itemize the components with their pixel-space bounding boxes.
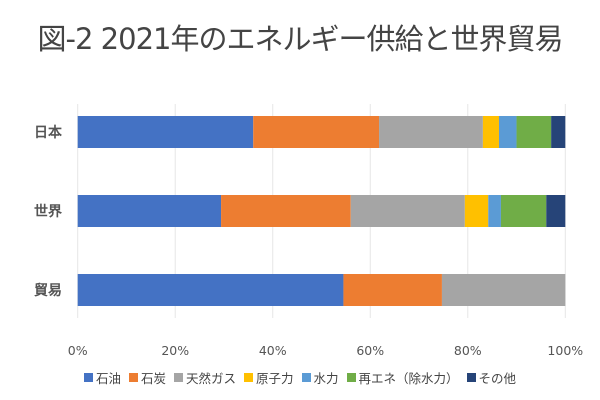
bar-segment <box>488 195 501 227</box>
legend-swatch <box>301 373 311 382</box>
legend-label: 石油 <box>95 371 121 386</box>
bar-segment <box>464 195 489 227</box>
category-label: 貿易 <box>34 282 62 299</box>
legend-item: 石炭 <box>128 368 166 387</box>
legend-item: 石油 <box>83 368 121 387</box>
legend-swatch <box>83 373 93 382</box>
chart-title: 図-2 2021年のエネルギー供給と世界貿易 <box>37 22 564 56</box>
bar-segment <box>77 274 344 306</box>
bar-segment <box>350 195 465 227</box>
legend: 石油 石炭 天然ガス 原子力 水力 再エネ（除水力） その他 <box>0 368 600 387</box>
bar-segment <box>498 116 517 148</box>
legend-label: 石炭 <box>140 371 166 386</box>
x-tick-label: 40% <box>259 343 287 358</box>
bar-segment <box>546 195 566 227</box>
bar-segment <box>77 116 254 148</box>
bar-segment <box>551 116 566 148</box>
bar-segment <box>482 116 499 148</box>
legend-swatch <box>243 373 253 382</box>
legend-item: 天然ガス <box>173 368 236 387</box>
x-tick-label: 80% <box>454 343 482 358</box>
x-tick-label: 0% <box>68 343 88 358</box>
legend-label: 天然ガス <box>185 371 236 386</box>
legend-label: 再エネ（除水力） <box>358 371 459 386</box>
bar-segment <box>221 195 351 227</box>
legend-item: その他 <box>466 368 517 387</box>
bar-segment <box>343 274 442 306</box>
legend-item: 原子力 <box>243 368 294 387</box>
category-label: 日本 <box>34 124 63 141</box>
bar-segment <box>253 116 380 148</box>
category-label: 世界 <box>34 203 63 220</box>
x-tick-label: 100% <box>547 343 583 358</box>
bar-segment <box>500 195 547 227</box>
legend-item: 水力 <box>301 368 339 387</box>
x-tick-label: 20% <box>161 343 189 358</box>
legend-label: 原子力 <box>255 371 294 386</box>
bar-segment <box>441 274 566 306</box>
bar-segment <box>77 195 222 227</box>
bar-segment <box>379 116 483 148</box>
legend-label: 水力 <box>313 371 339 386</box>
legend-swatch <box>346 373 356 382</box>
x-tick-label: 60% <box>356 343 384 358</box>
legend-label: その他 <box>478 371 517 386</box>
bar-segment <box>516 116 552 148</box>
legend-swatch <box>173 373 183 382</box>
legend-swatch <box>466 373 476 382</box>
legend-item: 再エネ（除水力） <box>346 368 459 387</box>
legend-swatch <box>128 373 138 382</box>
